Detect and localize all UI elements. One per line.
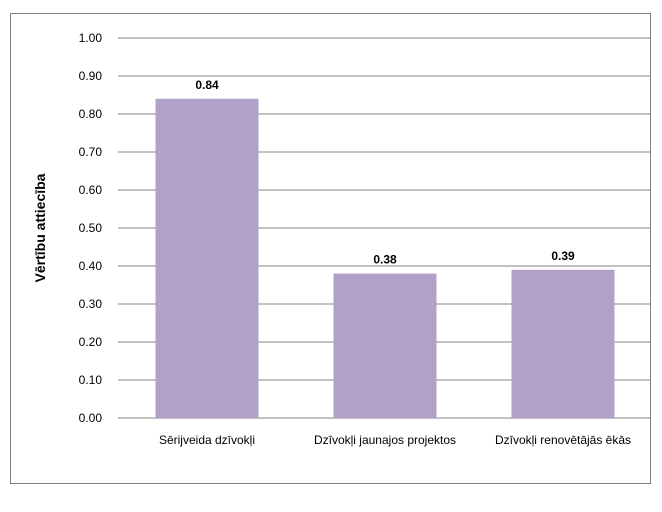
y-axis-title: Vērtību attiecība [32,173,48,282]
bar [333,273,437,418]
data-label: 0.39 [551,249,575,263]
y-tick-label: 0.00 [79,411,103,425]
bar [511,269,615,418]
bar [155,98,259,419]
y-tick-label: 1.00 [79,31,103,45]
x-axis-labels: Sērijveida dzīvokļi Dzīvokļi jaunajos pro… [159,433,631,447]
y-axis-ticks: 0.00 0.10 0.20 0.30 0.40 0.50 0.60 0.70 0.80 0.90… [79,31,103,425]
y-tick-label: 0.90 [79,69,103,83]
x-category-label: Sērijveida dzīvokļi [159,433,255,447]
chart-area: 0.00 0.10 0.20 0.30 0.40 0.50 0.60 0.70 0.80 0.90… [10,13,651,484]
data-label: 0.84 [195,78,219,92]
y-tick-label: 0.50 [79,221,103,235]
bar-chart: 0.00 0.10 0.20 0.30 0.40 0.50 0.60 0.70 0.80 0.90… [32,31,650,447]
y-tick-label: 0.80 [79,107,103,121]
y-tick-label: 0.70 [79,145,103,159]
y-tick-label: 0.30 [79,297,103,311]
data-label: 0.38 [373,253,397,267]
y-tick-label: 0.20 [79,335,103,349]
y-tick-label: 0.60 [79,183,103,197]
data-labels: 0.84 0.38 0.39 [195,78,575,267]
x-category-label: Dzīvokļi renovētājās ēkās [495,433,631,447]
x-category-label: Dzīvokļi jaunajos projektos [314,433,456,447]
y-tick-label: 0.10 [79,373,103,387]
bars [155,98,615,419]
y-tick-label: 0.40 [79,259,103,273]
